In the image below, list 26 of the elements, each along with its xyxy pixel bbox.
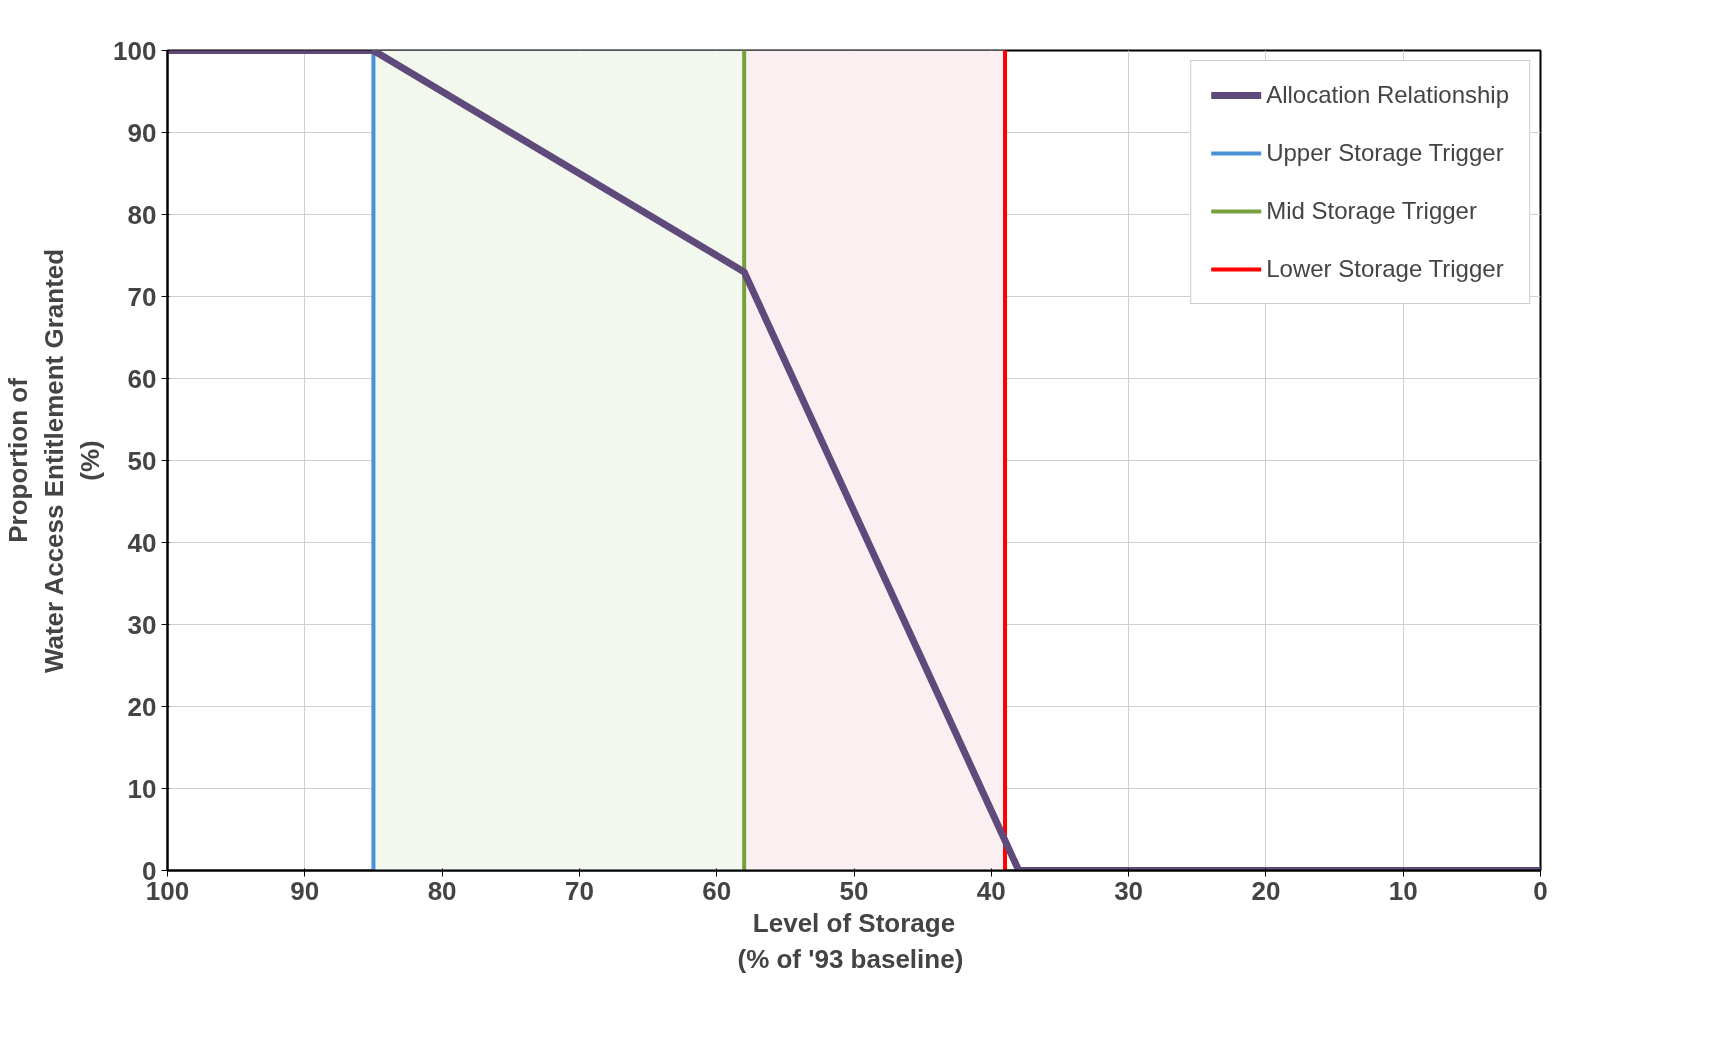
y-tick-label: 10	[127, 773, 157, 804]
legend-label: Allocation Relationship	[1266, 81, 1509, 109]
x-tick-label: 30	[1114, 875, 1144, 906]
y-tick-label: 20	[127, 691, 157, 722]
y-tick-label: 50	[127, 445, 157, 476]
y-axis-title: Proportion of Water Access Entitlement Granted (%)	[3, 248, 106, 674]
x-tick-label: 0	[1533, 875, 1548, 906]
y-tick-label: 60	[127, 363, 157, 394]
x-tick-label: 70	[564, 875, 594, 906]
y-tick-label: 70	[127, 281, 157, 312]
y-tick-label: 90	[127, 117, 157, 148]
x-axis-title: Level of Storage (% of '93 baseline)	[737, 907, 964, 974]
y-tick-label: 100	[113, 35, 157, 66]
x-tick-label: 80	[427, 875, 457, 906]
y-tick-label: 30	[127, 609, 157, 640]
legend-label: Lower Storage Trigger	[1266, 255, 1504, 283]
y-tick-label: 40	[127, 527, 157, 558]
x-tick-label: 90	[290, 875, 320, 906]
x-tick-label: 60	[702, 875, 732, 906]
legend-label: Mid Storage Trigger	[1266, 197, 1477, 225]
x-tick-label: 40	[976, 875, 1006, 906]
legend-label: Upper Storage Trigger	[1266, 139, 1504, 167]
x-tick-label: 20	[1251, 875, 1281, 906]
y-tick-label: 80	[127, 199, 157, 230]
x-tick-label: 10	[1388, 875, 1418, 906]
x-tick-label: 50	[839, 875, 869, 906]
